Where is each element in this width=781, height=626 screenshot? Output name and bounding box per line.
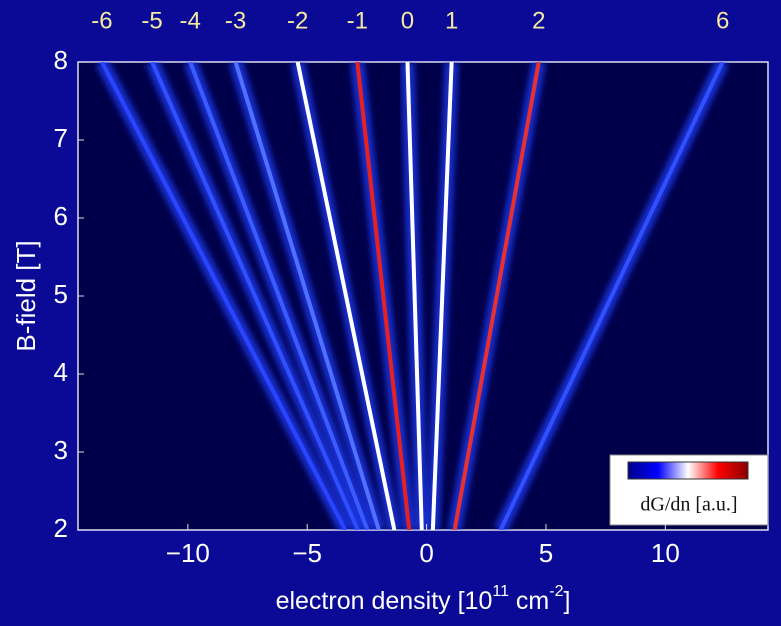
y-tick-label: 2 xyxy=(54,513,68,543)
y-tick-label: 6 xyxy=(54,201,68,231)
fan-line xyxy=(188,62,370,530)
top-axis-label: 0 xyxy=(401,7,414,34)
top-axis-label: -5 xyxy=(141,7,162,34)
top-axis-label: 1 xyxy=(445,7,458,34)
x-label-part: ] xyxy=(563,587,570,615)
fan-line xyxy=(150,62,360,530)
y-tick-label: 5 xyxy=(54,279,68,309)
top-axis-label: -4 xyxy=(180,7,201,34)
top-axis-label: 2 xyxy=(532,7,545,34)
x-label-part: cm xyxy=(509,587,549,615)
top-axis-label: -6 xyxy=(91,7,112,34)
x-tick-label: 0 xyxy=(419,538,433,568)
y-tick-label: 7 xyxy=(54,123,68,153)
x-label-exp: 11 xyxy=(492,583,509,600)
y-tick-label: 3 xyxy=(54,435,68,465)
top-axis-label: -3 xyxy=(225,7,246,34)
y-tick-label: 4 xyxy=(54,357,68,387)
fan-line xyxy=(430,62,454,530)
x-label-exp: -2 xyxy=(549,583,563,600)
top-axis-label: -1 xyxy=(347,7,368,34)
fan-line xyxy=(295,62,397,530)
fan-line xyxy=(100,62,348,530)
x-tick-label: −5 xyxy=(292,538,322,568)
fan-line xyxy=(452,62,541,530)
top-axis-label: 6 xyxy=(716,7,729,34)
fan-lines xyxy=(95,62,729,530)
fan-line xyxy=(498,62,725,530)
y-axis-label: B-field [T] xyxy=(11,240,41,351)
colorbar-label: dG/dn [a.u.] xyxy=(640,494,737,516)
x-tick-label: 10 xyxy=(651,538,680,568)
y-tick-label: 8 xyxy=(54,45,68,75)
colorbar: dG/dn [a.u.] xyxy=(609,454,769,526)
fan-line xyxy=(355,62,412,530)
x-tick-label: −10 xyxy=(166,538,210,568)
x-axis-label: electron density [1011 cm-2] xyxy=(276,583,571,614)
x-label-part: electron density [10 xyxy=(276,587,493,615)
fan-line xyxy=(233,62,381,530)
fan-line xyxy=(405,62,424,530)
colorbar-gradient xyxy=(627,461,749,480)
top-axis-label: -2 xyxy=(287,7,308,34)
x-tick-label: 5 xyxy=(539,538,553,568)
